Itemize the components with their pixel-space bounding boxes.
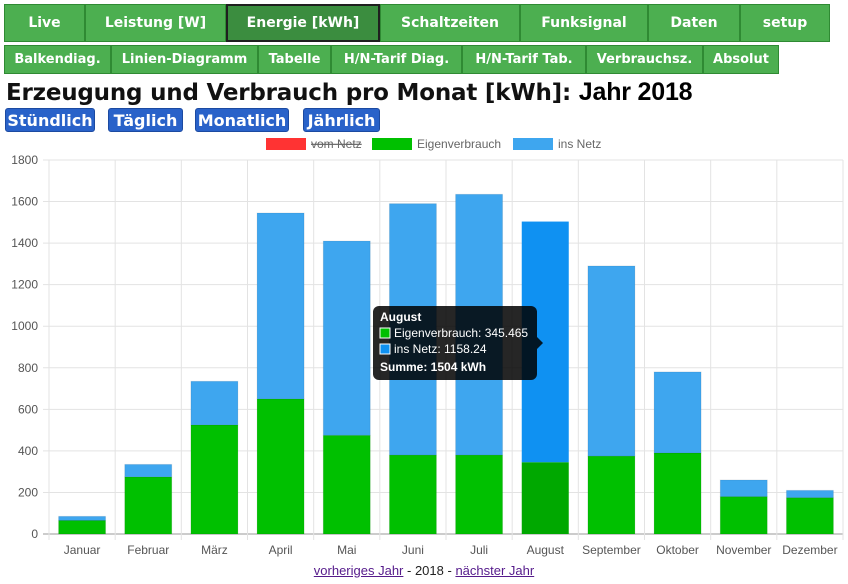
monatlich-button[interactable]: Monatlich xyxy=(195,108,289,132)
legend-swatch xyxy=(266,138,306,150)
bar-ins-netz xyxy=(190,380,239,426)
legend-label: ins Netz xyxy=(558,137,601,151)
energy-chart: 0 200 400 600 800 1000 1200 1400 1600 1800 Januar F… xyxy=(11,137,844,557)
tooltip-line: Eigenverbrauch: 345.465 xyxy=(394,326,528,340)
bar-eigenverbrauch xyxy=(785,497,834,535)
tooltip-caret xyxy=(537,337,543,349)
y-tick-label: 0 xyxy=(31,527,38,541)
page-title-text: Erzeugung und Verbrauch pro Monat [kWh]: xyxy=(6,80,579,106)
bar-ins-netz xyxy=(719,479,768,498)
bar-eigenverbrauch xyxy=(653,452,702,535)
bar-eigenverbrauch xyxy=(124,476,173,535)
tab-live[interactable]: Live xyxy=(4,4,85,42)
subtab-balkendiag[interactable]: Balkendiag. xyxy=(4,45,111,74)
bar-eigenverbrauch xyxy=(256,398,305,535)
bar-ins-netz xyxy=(256,212,305,400)
footer-separator: - xyxy=(403,563,415,578)
legend-swatch xyxy=(513,138,553,150)
y-tick-label: 1800 xyxy=(11,153,38,167)
y-tick-label: 1400 xyxy=(11,236,38,250)
x-tick-label: August xyxy=(527,543,565,557)
bar-eigenverbrauch xyxy=(190,424,239,535)
legend-label: Eigenverbrauch xyxy=(417,137,501,151)
previous-year-link[interactable]: vorheriges Jahr xyxy=(313,563,404,578)
legend-swatch xyxy=(372,138,412,150)
sub-nav: Balkendiag. Linien-Diagramm Tabelle H/N-… xyxy=(4,45,779,74)
tooltip-title: August xyxy=(380,310,421,324)
page-title-year: Jahr 2018 xyxy=(578,78,693,106)
year-navigation: vorheriges Jahr - 2018 - nächster Jahr xyxy=(0,563,848,578)
current-year: 2018 xyxy=(414,563,444,578)
tab-daten[interactable]: Daten xyxy=(648,4,740,42)
x-tick-label: Oktober xyxy=(656,543,699,557)
bar-eigenverbrauch xyxy=(58,519,107,535)
bar-ins-netz xyxy=(587,265,636,457)
x-tick-label: November xyxy=(716,543,771,557)
y-tick-label: 600 xyxy=(18,402,38,416)
tooltip-box xyxy=(373,306,537,380)
stuendlich-button[interactable]: Stündlich xyxy=(5,108,95,132)
tab-energie[interactable]: Energie [kWh] xyxy=(226,4,380,42)
y-tick-label: 200 xyxy=(18,485,38,499)
bar-ins-netz xyxy=(58,515,107,521)
x-tick-label: Dezember xyxy=(782,543,837,557)
tooltip-line: ins Netz: 1158.24 xyxy=(394,342,487,356)
y-tick-label: 800 xyxy=(18,361,38,375)
x-tick-label: März xyxy=(201,543,228,557)
next-year-link[interactable]: nächster Jahr xyxy=(455,563,535,578)
x-tick-label: April xyxy=(269,543,293,557)
subtab-hn-tarif-diag[interactable]: H/N-Tarif Diag. xyxy=(331,45,462,74)
tooltip-swatch xyxy=(379,343,391,355)
y-tick-label: 400 xyxy=(18,444,38,458)
subtab-linien-diagramm[interactable]: Linien-Diagramm xyxy=(111,45,258,74)
tooltip-sum: Summe: 1504 kWh xyxy=(380,360,486,374)
page-title: Erzeugung und Verbrauch pro Monat [kWh]:… xyxy=(6,78,693,107)
bar-eigenverbrauch xyxy=(587,455,636,535)
main-nav: Live Leistung [W] Energie [kWh] Schaltze… xyxy=(4,4,830,42)
x-tick-label: Juli xyxy=(470,543,488,557)
bar-eigenverbrauch xyxy=(455,454,504,535)
subtab-tabelle[interactable]: Tabelle xyxy=(258,45,331,74)
x-tick-label: Januar xyxy=(64,543,101,557)
subtab-hn-tarif-tab[interactable]: H/N-Tarif Tab. xyxy=(462,45,586,74)
x-tick-label: Februar xyxy=(127,543,169,557)
bar-ins-netz xyxy=(322,240,371,436)
tab-setup[interactable]: setup xyxy=(740,4,830,42)
bar-eigenverbrauch xyxy=(388,454,437,535)
bar-ins-netz xyxy=(124,463,173,478)
y-tick-label: 1000 xyxy=(11,319,38,333)
tab-leistung[interactable]: Leistung [W] xyxy=(85,4,226,42)
x-tick-label: Mai xyxy=(337,543,356,557)
bar-ins-netz xyxy=(785,489,834,499)
tab-schaltzeiten[interactable]: Schaltzeiten xyxy=(380,4,520,42)
bar-ins-netz xyxy=(653,371,702,454)
chart-tooltip: August Eigenverbrauch: 345.465 ins Netz: 1… xyxy=(373,306,543,380)
bar-eigenverbrauch xyxy=(719,496,768,535)
y-tick-label: 1200 xyxy=(11,278,38,292)
tab-funksignal[interactable]: Funksignal xyxy=(520,4,648,42)
jaehrlich-button[interactable]: Jährlich xyxy=(303,108,380,132)
bar-eigenverbrauch xyxy=(322,434,371,535)
y-tick-label: 1600 xyxy=(11,195,38,209)
subtab-verbrauchsz[interactable]: Verbrauchsz. xyxy=(586,45,703,74)
x-tick-label: September xyxy=(582,543,641,557)
subtab-absolut[interactable]: Absolut xyxy=(703,45,779,74)
tooltip-swatch xyxy=(379,327,391,339)
taeglich-button[interactable]: Täglich xyxy=(108,108,183,132)
legend-label: vom Netz xyxy=(311,137,362,151)
x-tick-label: Juni xyxy=(402,543,424,557)
footer-separator: - xyxy=(443,563,456,578)
bar-eigenverbrauch xyxy=(521,462,569,534)
